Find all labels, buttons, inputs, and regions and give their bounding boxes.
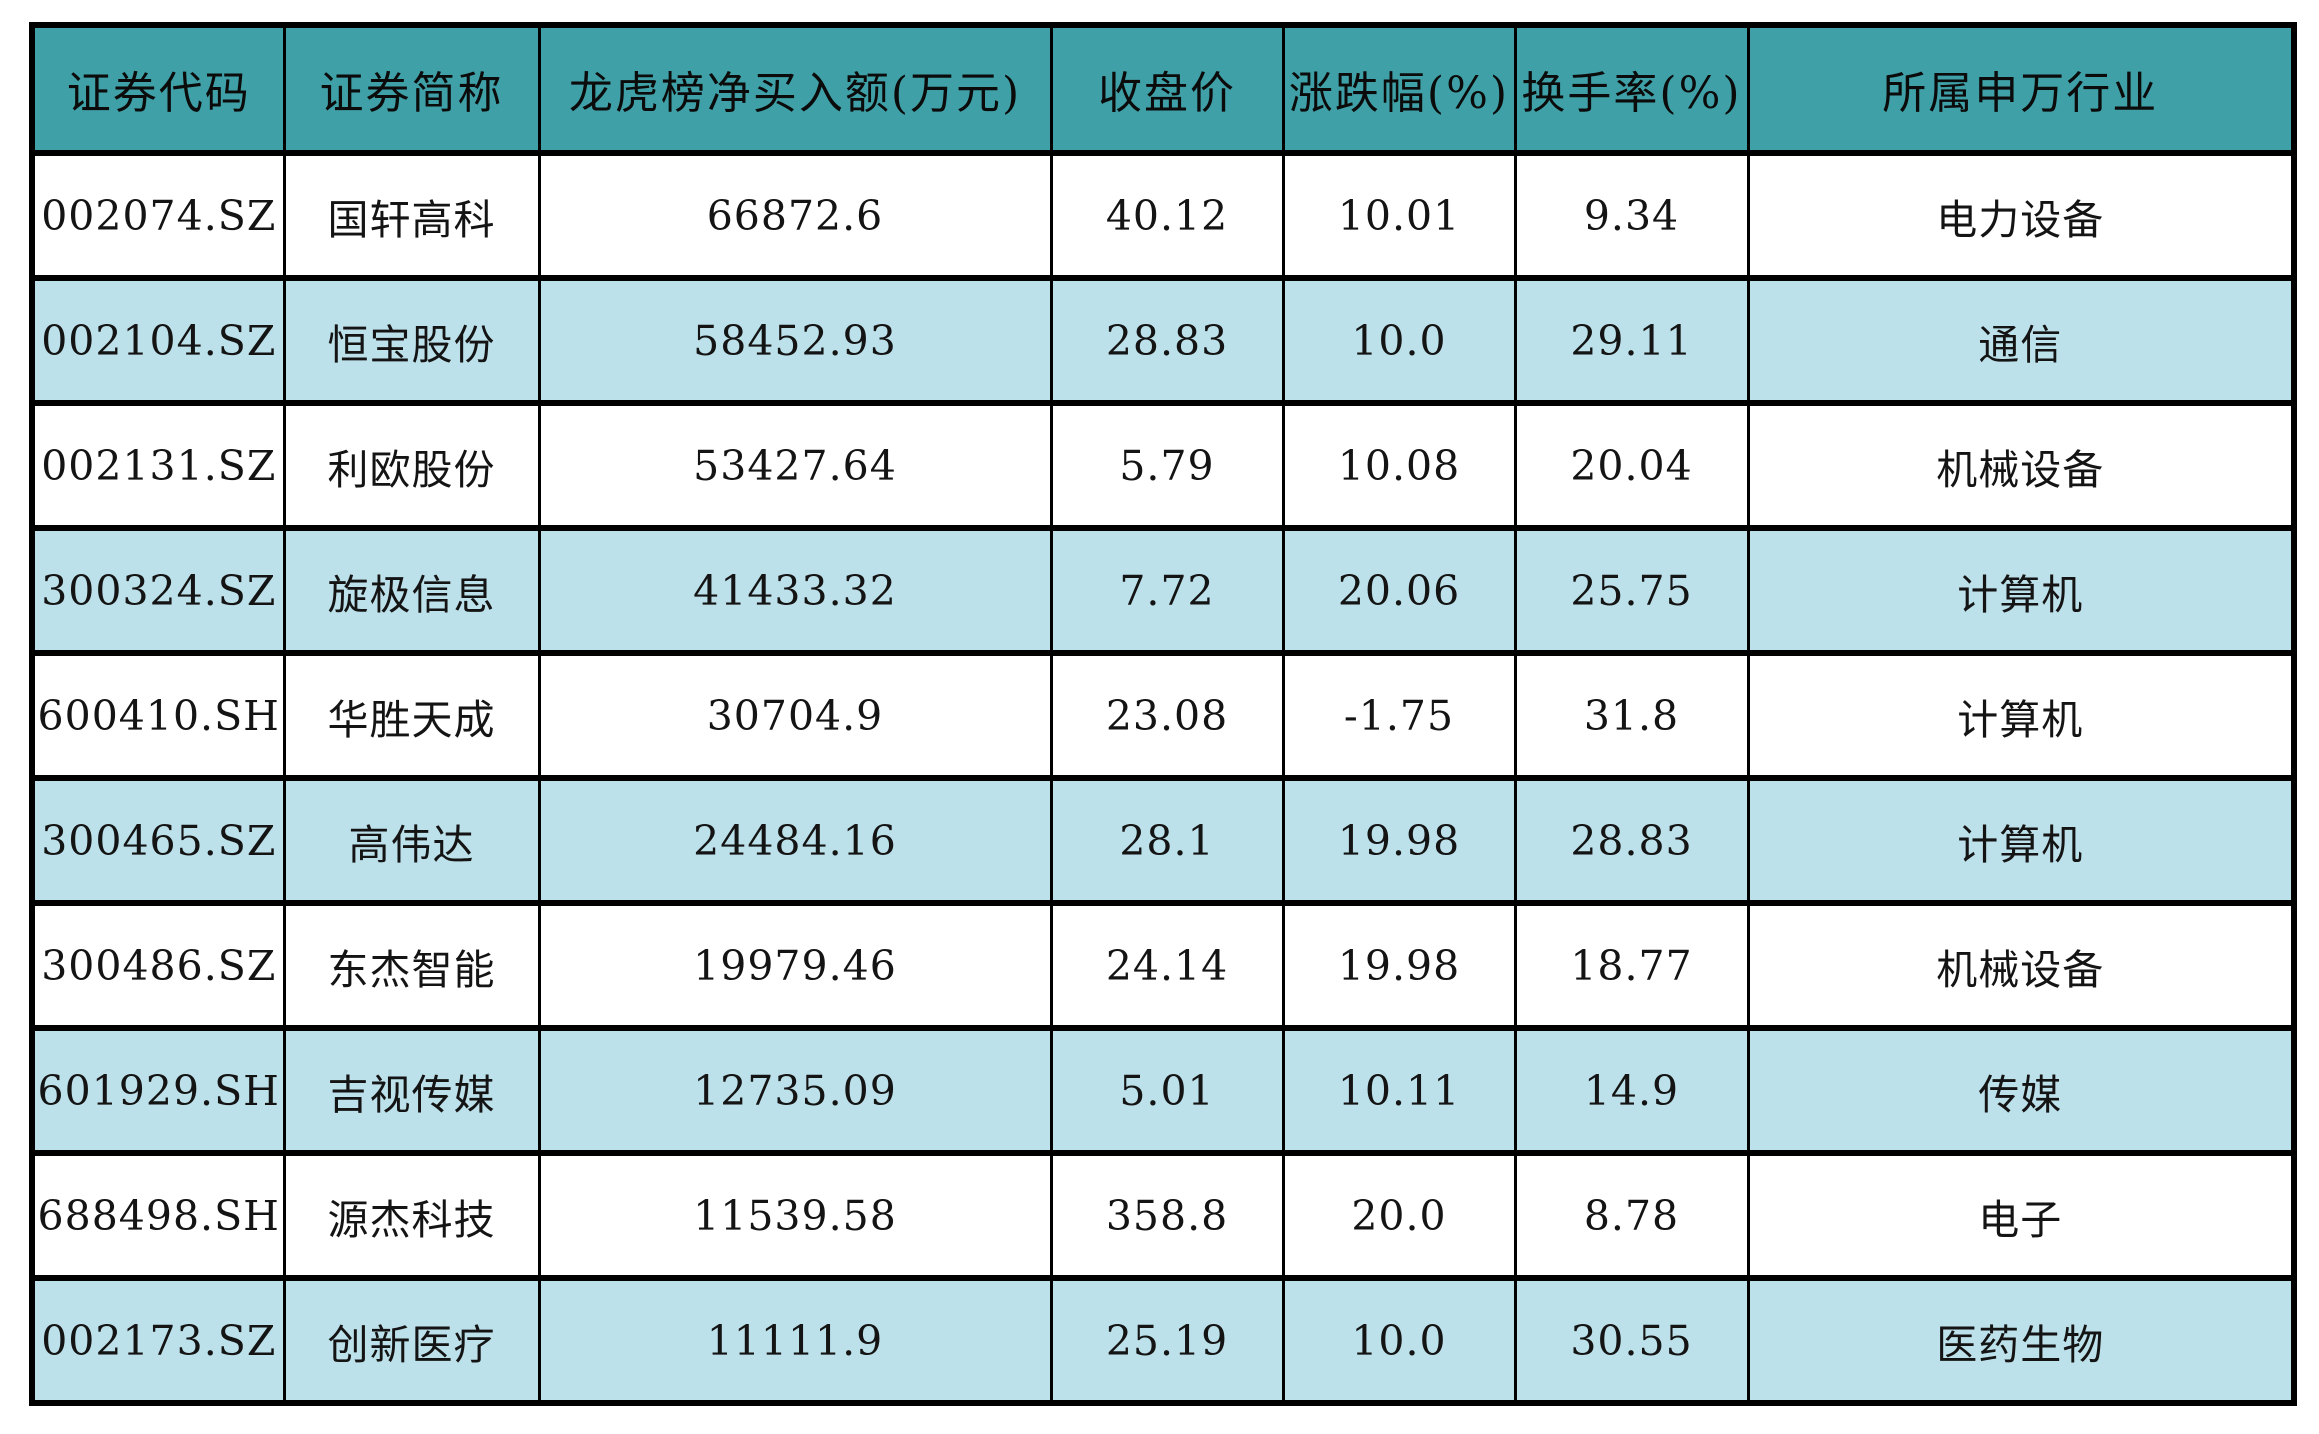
table-cell: 29.11 [1513,275,1750,406]
table-cell: 11111.9 [537,1275,1053,1406]
table-cell: 20.0 [1281,1150,1517,1281]
table-cell: 创新医疗 [282,1275,541,1406]
table-cell: 10.08 [1281,400,1517,531]
table-cell: 恒宝股份 [282,275,541,406]
table-cell: 300324.SZ [30,525,286,656]
table-cell: 24.14 [1049,900,1285,1031]
table-cell: 18.77 [1513,900,1750,1031]
table-cell: -1.75 [1281,650,1517,781]
table-cell: 14.9 [1513,1025,1750,1156]
table-cell: 12735.09 [537,1025,1053,1156]
table-cell: 通信 [1746,275,2296,406]
table-cell: 002131.SZ [30,400,286,531]
table-cell: 25.75 [1513,525,1750,656]
table-cell: 计算机 [1746,775,2296,906]
table-cell: 002074.SZ [30,150,286,281]
table-cell: 10.0 [1281,1275,1517,1406]
table-row: 688498.SH 源杰科技 11539.58 358.8 20.0 8.78 电子 [30,1150,2296,1281]
table-row: 600410.SH 华胜天成 30704.9 23.08 -1.75 31.8 计算机 [30,650,2296,781]
table-cell: 300465.SZ [30,775,286,906]
table-cell: 利欧股份 [282,400,541,531]
table-row: 300486.SZ 东杰智能 19979.46 24.14 19.98 18.77 机械设备 [30,900,2296,1031]
table-cell: 19.98 [1281,775,1517,906]
table-cell: 5.01 [1049,1025,1285,1156]
dragon-tiger-list-table: 证券代码 证券简称 龙虎榜净买入额(万元) 收盘价 涨跌幅(%) 换手率(%) 所属申万行业… [29,22,2297,1406]
table-cell: 300486.SZ [30,900,286,1031]
table-cell: 66872.6 [537,150,1053,281]
table-cell: 10.0 [1281,275,1517,406]
table-cell: 医药生物 [1746,1275,2296,1406]
table-cell: 电子 [1746,1150,2296,1281]
column-header: 涨跌幅(%) [1281,22,1517,156]
stock-table-container: 证券代码 证券简称 龙虎榜净买入额(万元) 收盘价 涨跌幅(%) 换手率(%) 所属申万行业… [29,22,2297,1406]
table-cell: 19.98 [1281,900,1517,1031]
table-cell: 东杰智能 [282,900,541,1031]
table-row: 002104.SZ 恒宝股份 58452.93 28.83 10.0 29.11 通信 [30,275,2296,406]
column-header: 收盘价 [1049,22,1285,156]
table-cell: 7.72 [1049,525,1285,656]
table-row: 002173.SZ 创新医疗 11111.9 25.19 10.0 30.55 医药生物 [30,1275,2296,1406]
column-header: 所属申万行业 [1746,22,2296,156]
table-cell: 20.04 [1513,400,1750,531]
table-cell: 24484.16 [537,775,1053,906]
table-cell: 机械设备 [1746,400,2296,531]
header-row: 证券代码 证券简称 龙虎榜净买入额(万元) 收盘价 涨跌幅(%) 换手率(%) 所属申万行业 [30,22,2296,156]
table-cell: 600410.SH [30,650,286,781]
table-cell: 28.1 [1049,775,1285,906]
table-cell: 40.12 [1049,150,1285,281]
table-cell: 28.83 [1049,275,1285,406]
column-header: 证券简称 [282,22,541,156]
table-cell: 53427.64 [537,400,1053,531]
table-cell: 10.01 [1281,150,1517,281]
table-header: 证券代码 证券简称 龙虎榜净买入额(万元) 收盘价 涨跌幅(%) 换手率(%) 所属申万行业 [30,22,2296,156]
table-cell: 传媒 [1746,1025,2296,1156]
table-cell: 旋极信息 [282,525,541,656]
table-cell: 吉视传媒 [282,1025,541,1156]
table-cell: 25.19 [1049,1275,1285,1406]
table-row: 002074.SZ 国轩高科 66872.6 40.12 10.01 9.34 电力设备 [30,150,2296,281]
table-cell: 30704.9 [537,650,1053,781]
table-row: 300324.SZ 旋极信息 41433.32 7.72 20.06 25.75 计算机 [30,525,2296,656]
column-header: 证券代码 [30,22,286,156]
column-header: 龙虎榜净买入额(万元) [537,22,1053,156]
table-cell: 电力设备 [1746,150,2296,281]
table-cell: 8.78 [1513,1150,1750,1281]
table-cell: 23.08 [1049,650,1285,781]
table-cell: 358.8 [1049,1150,1285,1281]
table-cell: 31.8 [1513,650,1750,781]
table-cell: 国轩高科 [282,150,541,281]
table-cell: 30.55 [1513,1275,1750,1406]
table-cell: 机械设备 [1746,900,2296,1031]
table-cell: 11539.58 [537,1150,1053,1281]
table-cell: 10.11 [1281,1025,1517,1156]
table-row: 601929.SH 吉视传媒 12735.09 5.01 10.11 14.9 传媒 [30,1025,2296,1156]
table-cell: 华胜天成 [282,650,541,781]
table-cell: 5.79 [1049,400,1285,531]
table-cell: 源杰科技 [282,1150,541,1281]
table-body: 002074.SZ 国轩高科 66872.6 40.12 10.01 9.34 电力设备 00… [30,150,2296,1406]
table-cell: 19979.46 [537,900,1053,1031]
table-cell: 28.83 [1513,775,1750,906]
table-cell: 58452.93 [537,275,1053,406]
table-cell: 688498.SH [30,1150,286,1281]
table-row: 300465.SZ 高伟达 24484.16 28.1 19.98 28.83 计算机 [30,775,2296,906]
table-row: 002131.SZ 利欧股份 53427.64 5.79 10.08 20.04 机械设备 [30,400,2296,531]
table-cell: 计算机 [1746,650,2296,781]
table-cell: 002104.SZ [30,275,286,406]
table-cell: 002173.SZ [30,1275,286,1406]
table-cell: 高伟达 [282,775,541,906]
table-cell: 计算机 [1746,525,2296,656]
table-cell: 20.06 [1281,525,1517,656]
table-cell: 41433.32 [537,525,1053,656]
table-cell: 601929.SH [30,1025,286,1156]
column-header: 换手率(%) [1513,22,1750,156]
table-cell: 9.34 [1513,150,1750,281]
